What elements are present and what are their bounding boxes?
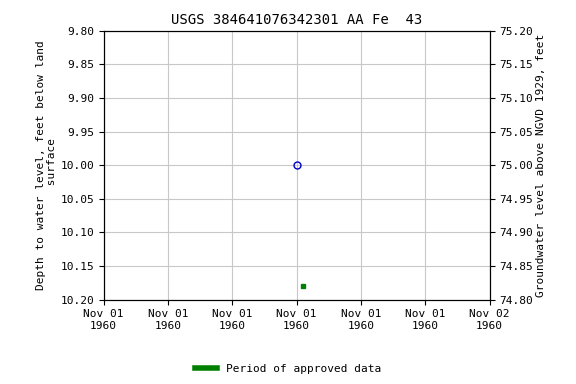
Y-axis label: Depth to water level, feet below land
 surface: Depth to water level, feet below land su… [36,40,58,290]
Title: USGS 384641076342301 AA Fe  43: USGS 384641076342301 AA Fe 43 [171,13,422,27]
Y-axis label: Groundwater level above NGVD 1929, feet: Groundwater level above NGVD 1929, feet [536,33,546,297]
Legend: Period of approved data: Period of approved data [191,359,385,379]
